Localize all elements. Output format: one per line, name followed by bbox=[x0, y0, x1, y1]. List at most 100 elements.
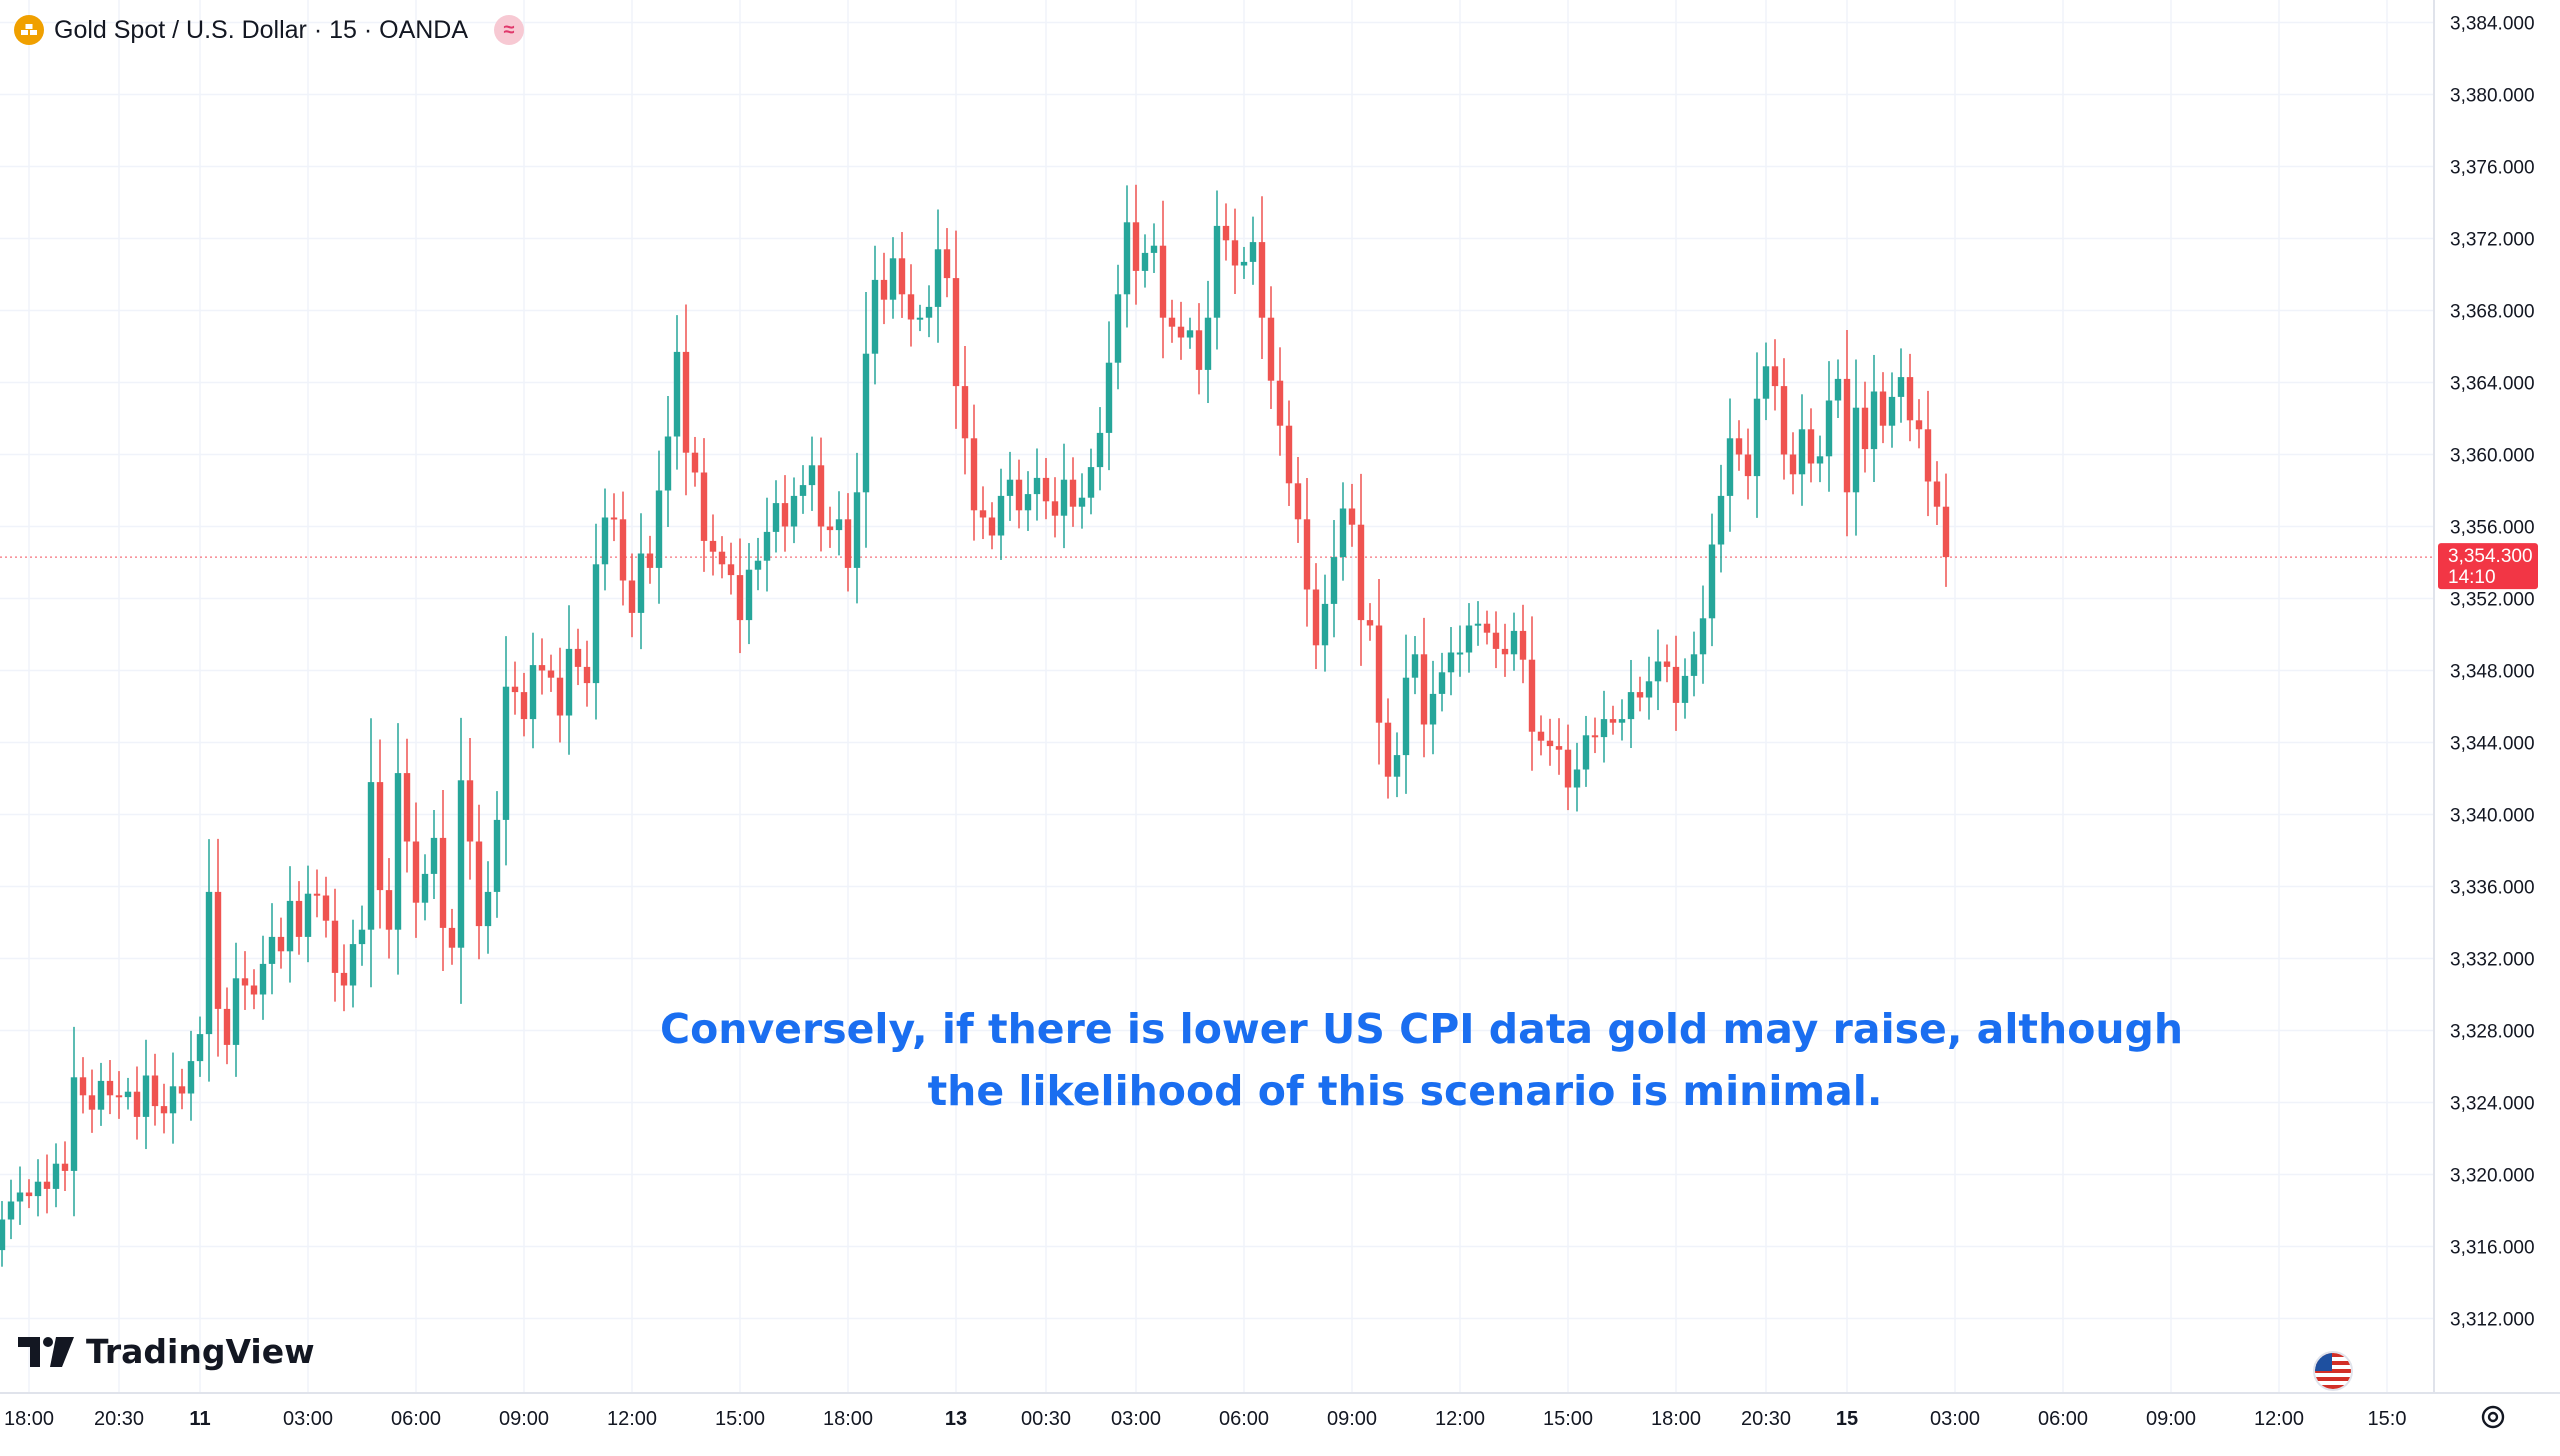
candle-down[interactable] bbox=[1672, 635, 1680, 731]
candle-up[interactable] bbox=[268, 903, 276, 995]
candle-down[interactable] bbox=[1015, 459, 1023, 529]
candle-up[interactable] bbox=[286, 866, 294, 983]
candle-down[interactable] bbox=[1195, 303, 1203, 395]
candle-up[interactable] bbox=[34, 1159, 42, 1217]
candle-down[interactable] bbox=[115, 1071, 123, 1119]
candle-up[interactable] bbox=[367, 718, 375, 988]
candle-down[interactable] bbox=[547, 654, 555, 692]
candle-up[interactable] bbox=[1411, 636, 1419, 695]
candle-down[interactable] bbox=[340, 944, 348, 1012]
candle-up[interactable] bbox=[655, 450, 663, 604]
candle-down[interactable] bbox=[448, 908, 456, 965]
candle-down[interactable] bbox=[826, 506, 834, 548]
candle-up[interactable] bbox=[394, 723, 402, 975]
candle-up[interactable] bbox=[1645, 656, 1653, 720]
candle-up[interactable] bbox=[1816, 435, 1824, 483]
candle-down[interactable] bbox=[1366, 603, 1374, 641]
candle-up[interactable] bbox=[259, 935, 267, 1020]
candle-up[interactable] bbox=[1573, 742, 1581, 812]
us-flag-icon[interactable] bbox=[2313, 1351, 2353, 1391]
candle-up[interactable] bbox=[1438, 652, 1446, 712]
candle-up[interactable] bbox=[1510, 612, 1518, 671]
candle-up[interactable] bbox=[1582, 715, 1590, 787]
candle-up[interactable] bbox=[772, 480, 780, 553]
candle-down[interactable] bbox=[880, 252, 888, 325]
candle-down[interactable] bbox=[898, 232, 906, 318]
candle-up[interactable] bbox=[1123, 185, 1131, 328]
candle-down[interactable] bbox=[1519, 604, 1527, 684]
candle-up[interactable] bbox=[889, 237, 897, 319]
candle-up[interactable] bbox=[70, 1026, 78, 1217]
candle-down[interactable] bbox=[619, 491, 627, 606]
candle-down[interactable] bbox=[1636, 676, 1644, 712]
candle-up[interactable] bbox=[1060, 443, 1068, 549]
candle-down[interactable] bbox=[1348, 483, 1356, 547]
candle-up[interactable] bbox=[1096, 407, 1104, 491]
candle-down[interactable] bbox=[475, 804, 483, 960]
candle-down[interactable] bbox=[1177, 301, 1185, 360]
candle-down[interactable] bbox=[1258, 196, 1266, 360]
candle-up[interactable] bbox=[529, 632, 537, 749]
candle-up[interactable] bbox=[664, 396, 672, 527]
candle-down[interactable] bbox=[1312, 563, 1320, 670]
candle-down[interactable] bbox=[106, 1060, 114, 1115]
candle-down[interactable] bbox=[1132, 184, 1140, 305]
candle-down[interactable] bbox=[1420, 617, 1428, 758]
candle-up[interactable] bbox=[1087, 448, 1095, 515]
candle-up[interactable] bbox=[484, 861, 492, 954]
candle-up[interactable] bbox=[1681, 658, 1689, 719]
candle-down[interactable] bbox=[1528, 616, 1536, 771]
candle-up[interactable] bbox=[1213, 190, 1221, 350]
time-axis[interactable]: 18:00 20:30 11 03:00 06:00 09:00 12:00 15:00 18:… bbox=[4, 1408, 2407, 1430]
candle-down[interactable] bbox=[1879, 372, 1887, 444]
candle-down[interactable] bbox=[709, 514, 717, 576]
candle-up[interactable] bbox=[1726, 398, 1734, 532]
candle-up[interactable] bbox=[1690, 631, 1698, 697]
candle-up[interactable] bbox=[1024, 471, 1032, 531]
candle-down[interactable] bbox=[1564, 724, 1572, 811]
candle-down[interactable] bbox=[1555, 718, 1563, 775]
candle-down[interactable] bbox=[1267, 286, 1275, 409]
candle-up[interactable] bbox=[1465, 603, 1473, 673]
candle-down[interactable] bbox=[439, 790, 447, 971]
candle-up[interactable] bbox=[349, 919, 357, 1008]
candle-down[interactable] bbox=[727, 542, 735, 595]
candle-up[interactable] bbox=[1114, 264, 1122, 390]
candle-down[interactable] bbox=[781, 475, 789, 552]
candle-up[interactable] bbox=[1798, 394, 1806, 506]
candle-up[interactable] bbox=[1105, 321, 1113, 471]
candle-down[interactable] bbox=[277, 917, 285, 969]
candle-down[interactable] bbox=[1924, 390, 1932, 517]
candle-down[interactable] bbox=[223, 987, 231, 1065]
candle-down[interactable] bbox=[1843, 330, 1851, 537]
candle-down[interactable] bbox=[412, 802, 420, 938]
candle-down[interactable] bbox=[1735, 420, 1743, 471]
candle-down[interactable] bbox=[88, 1069, 96, 1133]
candle-down[interactable] bbox=[466, 738, 474, 880]
candles[interactable] bbox=[0, 184, 1950, 1267]
candle-up[interactable] bbox=[1717, 464, 1725, 573]
candle-down[interactable] bbox=[952, 230, 960, 429]
candle-down[interactable] bbox=[1942, 473, 1950, 587]
candle-up[interactable] bbox=[187, 1030, 195, 1121]
candle-down[interactable] bbox=[610, 493, 618, 542]
candle-down[interactable] bbox=[1303, 477, 1311, 627]
candle-down[interactable] bbox=[1285, 400, 1293, 506]
candle-up[interactable] bbox=[16, 1166, 24, 1225]
candle-up[interactable] bbox=[673, 315, 681, 470]
candle-up[interactable] bbox=[997, 468, 1005, 560]
candle-down[interactable] bbox=[43, 1154, 51, 1214]
candle-up[interactable] bbox=[304, 865, 312, 963]
candle-up[interactable] bbox=[1204, 280, 1212, 404]
candle-down[interactable] bbox=[250, 969, 258, 1010]
candle-down[interactable] bbox=[682, 304, 690, 496]
candle-down[interactable] bbox=[1789, 432, 1797, 495]
candle-up[interactable] bbox=[637, 513, 645, 650]
candle-down[interactable] bbox=[1744, 428, 1752, 500]
candle-up[interactable] bbox=[1852, 359, 1860, 536]
candle-down[interactable] bbox=[1591, 717, 1599, 754]
candle-up[interactable] bbox=[754, 537, 762, 591]
candle-up[interactable] bbox=[7, 1179, 15, 1240]
candle-up[interactable] bbox=[1447, 627, 1455, 696]
candle-down[interactable] bbox=[322, 876, 330, 938]
